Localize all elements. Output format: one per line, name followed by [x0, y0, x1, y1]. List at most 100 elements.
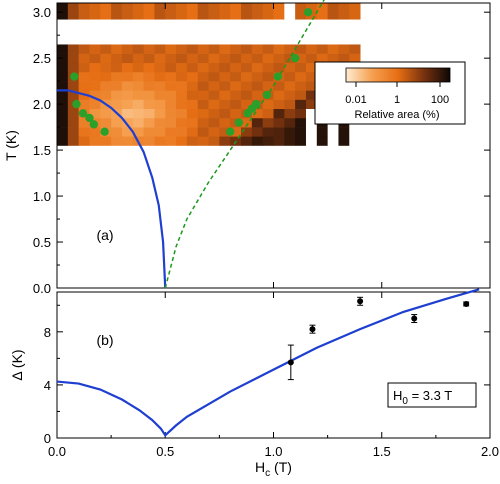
heatmap-cell [219, 108, 231, 119]
heatmap-cell [111, 53, 123, 64]
y-tick-label: 1.5 [33, 143, 51, 158]
heatmap-cell [219, 81, 231, 91]
heatmap-cell [121, 3, 134, 20]
heatmap-cell [338, 136, 350, 146]
heatmap-cell [197, 53, 209, 64]
heatmap-cell [121, 127, 134, 137]
heatmap-cell [251, 62, 264, 73]
heatmap-cell [89, 81, 101, 91]
heatmap-cell [67, 62, 80, 73]
heatmap-cell [219, 71, 231, 82]
heatmap-cell [57, 127, 69, 137]
heatmap-cell [262, 71, 274, 82]
heatmap-cell [165, 3, 177, 20]
heatmap-cell [111, 127, 123, 137]
heatmap-cell [176, 3, 188, 20]
heatmap-cell [89, 71, 101, 82]
heatmap-cell [327, 136, 339, 146]
color-bar-label: Relative area (%) [355, 109, 440, 121]
color-bar [345, 67, 451, 83]
heatmap-cell [186, 117, 199, 128]
heatmap-cell [132, 81, 145, 91]
heatmap-cell [273, 44, 285, 54]
heatmap-cell [208, 117, 220, 128]
heatmap-cell [305, 99, 318, 110]
heatmap-cell [251, 3, 264, 20]
data-point-green [78, 109, 88, 118]
heatmap-cell [121, 44, 134, 54]
heatmap-cell [111, 99, 123, 110]
heatmap-cell [262, 127, 274, 137]
heatmap-cell [176, 90, 188, 100]
heatmap-cell [57, 3, 69, 20]
data-point-green [70, 72, 79, 81]
panel-label-b: (b) [96, 332, 113, 348]
heatmap-cell [176, 44, 188, 54]
heatmap-cell [262, 108, 274, 119]
heatmap-cell [67, 44, 80, 54]
heatmap-cell [186, 136, 199, 146]
heatmap-cell [349, 127, 361, 137]
heatmap-cell [305, 81, 318, 91]
heatmap-cell [241, 81, 253, 91]
heatmap-cell [284, 108, 296, 119]
heatmap-cell [208, 108, 220, 119]
heatmap-cell [241, 90, 253, 100]
heatmap-cell [197, 81, 209, 91]
heatmap-cell [316, 44, 329, 54]
heatmap-cell [100, 53, 112, 64]
heatmap-cell [197, 108, 209, 119]
heatmap-cell [241, 44, 253, 54]
heatmap-cell [295, 71, 307, 82]
heatmap-cell [349, 53, 361, 64]
heatmap-cell [132, 127, 145, 137]
heatmap-cell [230, 44, 242, 54]
heatmap-cell [327, 44, 339, 54]
heatmap-cell [230, 127, 242, 137]
heatmap-cell [241, 99, 253, 110]
heatmap-cell [89, 3, 101, 20]
heatmap-cell [273, 81, 285, 91]
heatmap-cell [262, 117, 274, 128]
h0-annotation-box [387, 382, 477, 408]
heatmap-cell [251, 136, 264, 146]
heatmap-cell [176, 71, 188, 82]
heatmap-cell [284, 117, 296, 128]
heatmap-cell [132, 3, 145, 20]
heatmap-cell [111, 90, 123, 100]
data-point-gap [309, 326, 316, 333]
heatmap-cell [241, 71, 253, 82]
heatmap-cell [143, 44, 155, 54]
data-point-green [234, 118, 244, 127]
heatmap-cell [241, 62, 253, 73]
heatmap-cell [316, 53, 329, 64]
h0-annotation-main: H [393, 388, 402, 403]
heatmap-cell [219, 3, 231, 20]
heatmap-cell [78, 3, 90, 20]
data-point-gap [357, 298, 364, 305]
heatmap-cell [262, 99, 274, 110]
heatmap-cell [100, 62, 112, 73]
heatmap-cell [154, 44, 166, 54]
heatmap-cell [251, 108, 264, 119]
heatmap-cell [154, 71, 166, 82]
heatmap-cell [143, 108, 155, 119]
heatmap-cell [176, 127, 188, 137]
y-tick-label: 3.0 [33, 5, 51, 20]
heatmap-cell [176, 117, 188, 128]
heatmap-cell [295, 62, 307, 73]
heatmap-cell [89, 90, 101, 100]
heatmap-cell [132, 62, 145, 73]
heatmap-cell [219, 53, 231, 64]
heatmap-cell [165, 81, 177, 91]
heatmap-cell [89, 99, 101, 110]
heatmap-cell [143, 53, 155, 64]
heatmap-cell [305, 90, 318, 100]
heatmap-cell [176, 53, 188, 64]
heatmap-cell [241, 53, 253, 64]
heatmap-cell [165, 53, 177, 64]
heatmap-gap [57, 19, 490, 45]
heatmap-cell [219, 127, 231, 137]
heatmap-cell [132, 53, 145, 64]
